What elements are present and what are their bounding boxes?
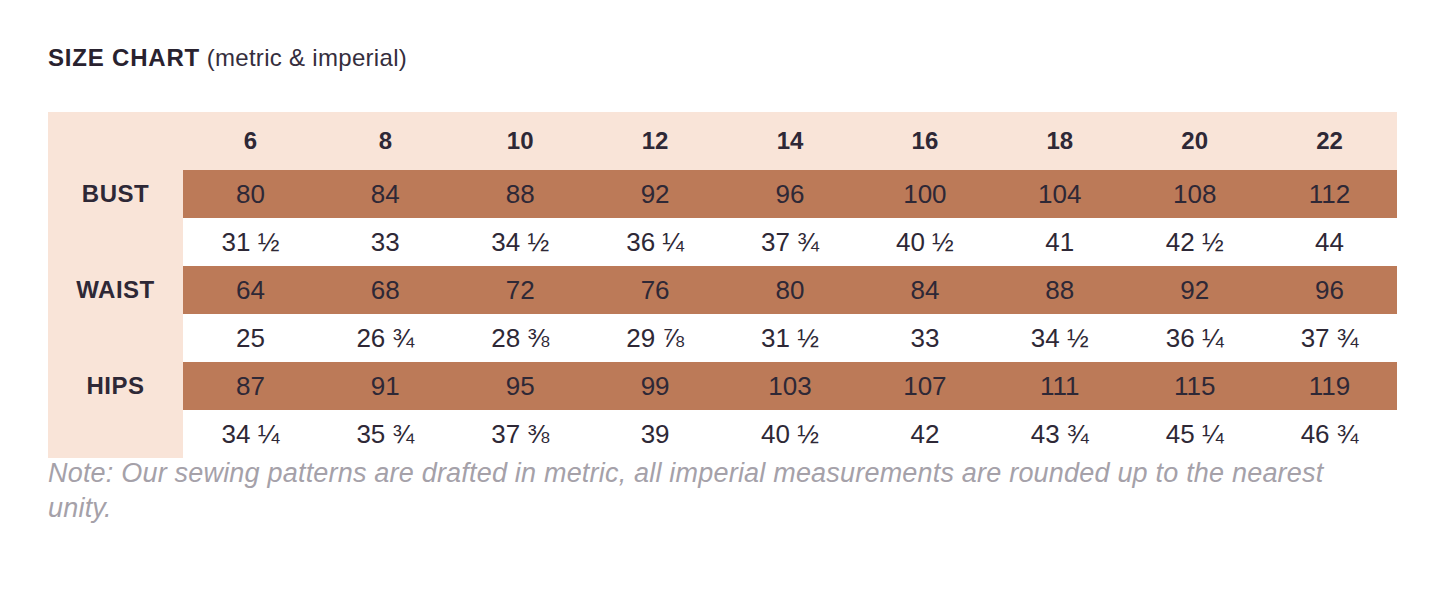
bust-imperial-cell: 44 (1262, 218, 1397, 266)
hips-imperial-cell: 39 (588, 410, 723, 458)
hips-metric-cell: 95 (453, 362, 588, 410)
waist-metric-cell: 64 (183, 266, 318, 314)
hips-metric-cell: 99 (588, 362, 723, 410)
bust-imperial-cell: 34 ½ (453, 218, 588, 266)
row-label-hips: HIPS (48, 362, 183, 410)
page-title: SIZE CHART (metric & imperial) (48, 44, 407, 72)
bust-imperial-cell: 31 ½ (183, 218, 318, 266)
size-header-6: 6 (183, 112, 318, 170)
hips-metric-cell: 87 (183, 362, 318, 410)
waist-metric-cell: 88 (992, 266, 1127, 314)
size-header-8: 8 (318, 112, 453, 170)
size-header-18: 18 (992, 112, 1127, 170)
hips-imperial-cell: 40 ½ (723, 410, 858, 458)
bust-metric-cell: 80 (183, 170, 318, 218)
bust-imperial-cell: 37 ¾ (723, 218, 858, 266)
size-chart-table: 6 8 10 12 14 16 18 20 22 BUST 80 84 88 9… (48, 112, 1397, 458)
size-header-14: 14 (723, 112, 858, 170)
waist-imperial-cell: 26 ¾ (318, 314, 453, 362)
waist-imperial-cell: 29 ⅞ (588, 314, 723, 362)
waist-metric-cell: 84 (857, 266, 992, 314)
hips-metric-cell: 91 (318, 362, 453, 410)
hips-metric-cell: 103 (723, 362, 858, 410)
hips-imperial-cell: 34 ¼ (183, 410, 318, 458)
size-header-16: 16 (857, 112, 992, 170)
hips-metric-cell: 107 (857, 362, 992, 410)
bust-imperial-cell: 41 (992, 218, 1127, 266)
bust-metric-cell: 84 (318, 170, 453, 218)
waist-metric-cell: 76 (588, 266, 723, 314)
waist-imperial-cell: 28 ⅜ (453, 314, 588, 362)
size-header-12: 12 (588, 112, 723, 170)
bust-imperial-cell: 42 ½ (1127, 218, 1262, 266)
waist-metric-cell: 92 (1127, 266, 1262, 314)
hips-imperial-cell: 37 ⅜ (453, 410, 588, 458)
row-label-spacer (48, 314, 183, 362)
header-corner-cell (48, 112, 183, 170)
waist-metric-cell: 80 (723, 266, 858, 314)
bust-metric-cell: 92 (588, 170, 723, 218)
bust-metric-cell: 108 (1127, 170, 1262, 218)
hips-imperial-cell: 42 (857, 410, 992, 458)
bust-imperial-cell: 36 ¼ (588, 218, 723, 266)
waist-imperial-cell: 37 ¾ (1262, 314, 1397, 362)
hips-metric-cell: 119 (1262, 362, 1397, 410)
waist-imperial-cell: 36 ¼ (1127, 314, 1262, 362)
bust-metric-cell: 104 (992, 170, 1127, 218)
waist-metric-cell: 96 (1262, 266, 1397, 314)
hips-imperial-cell: 43 ¾ (992, 410, 1127, 458)
size-header-20: 20 (1127, 112, 1262, 170)
bust-metric-cell: 96 (723, 170, 858, 218)
row-label-spacer (48, 410, 183, 458)
note-text: Note: Our sewing patterns are drafted in… (48, 456, 1368, 525)
bust-imperial-cell: 33 (318, 218, 453, 266)
waist-imperial-cell: 34 ½ (992, 314, 1127, 362)
size-header-10: 10 (453, 112, 588, 170)
row-label-spacer (48, 218, 183, 266)
page-title-main: SIZE CHART (48, 44, 200, 71)
waist-metric-cell: 72 (453, 266, 588, 314)
bust-metric-cell: 100 (857, 170, 992, 218)
hips-imperial-cell: 46 ¾ (1262, 410, 1397, 458)
waist-imperial-cell: 33 (857, 314, 992, 362)
waist-metric-cell: 68 (318, 266, 453, 314)
size-header-22: 22 (1262, 112, 1397, 170)
bust-metric-cell: 112 (1262, 170, 1397, 218)
bust-imperial-cell: 40 ½ (857, 218, 992, 266)
row-label-waist: WAIST (48, 266, 183, 314)
hips-imperial-cell: 35 ¾ (318, 410, 453, 458)
bust-metric-cell: 88 (453, 170, 588, 218)
hips-metric-cell: 115 (1127, 362, 1262, 410)
waist-imperial-cell: 25 (183, 314, 318, 362)
hips-metric-cell: 111 (992, 362, 1127, 410)
hips-imperial-cell: 45 ¼ (1127, 410, 1262, 458)
page-title-suffix: (metric & imperial) (207, 44, 407, 71)
waist-imperial-cell: 31 ½ (723, 314, 858, 362)
row-label-bust: BUST (48, 170, 183, 218)
